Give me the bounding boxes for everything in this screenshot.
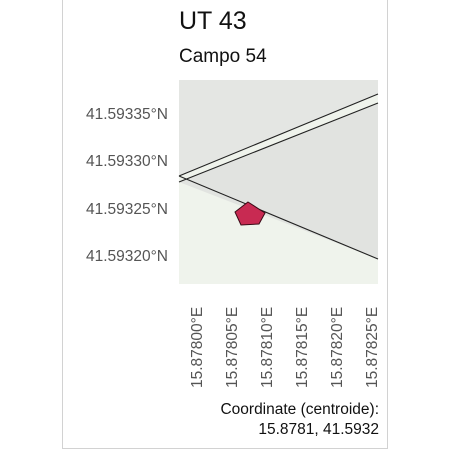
y-tick-label: 41.59320°N	[85, 248, 168, 265]
x-tick-label: 15.87800°E	[189, 306, 206, 388]
map-region-upper	[179, 80, 378, 176]
boundary-line-middle	[178, 102, 379, 183]
map-region-wedge	[179, 103, 378, 259]
boundary-line-upper	[178, 93, 379, 177]
pentagon-marker[interactable]	[234, 201, 266, 226]
coordinate-value: 15.8781, 41.5932	[258, 421, 379, 438]
x-tick-label: 15.87805°E	[224, 306, 241, 388]
map-subtitle: Campo 54	[179, 46, 267, 67]
y-tick-label: 41.59330°N	[85, 153, 168, 170]
x-tick-label: 15.87810°E	[259, 306, 276, 388]
x-tick-label: 15.87820°E	[329, 306, 346, 388]
x-tick-label: 15.87815°E	[294, 306, 311, 388]
y-tick-label: 41.59325°N	[85, 201, 168, 218]
x-tick-label: 15.87825°E	[364, 306, 381, 388]
coordinate-label: Coordinate (centroide):	[220, 401, 379, 418]
map-title: UT 43	[179, 7, 247, 35]
boundary-line-lower	[178, 175, 379, 260]
y-tick-label: 41.59335°N	[85, 106, 168, 123]
